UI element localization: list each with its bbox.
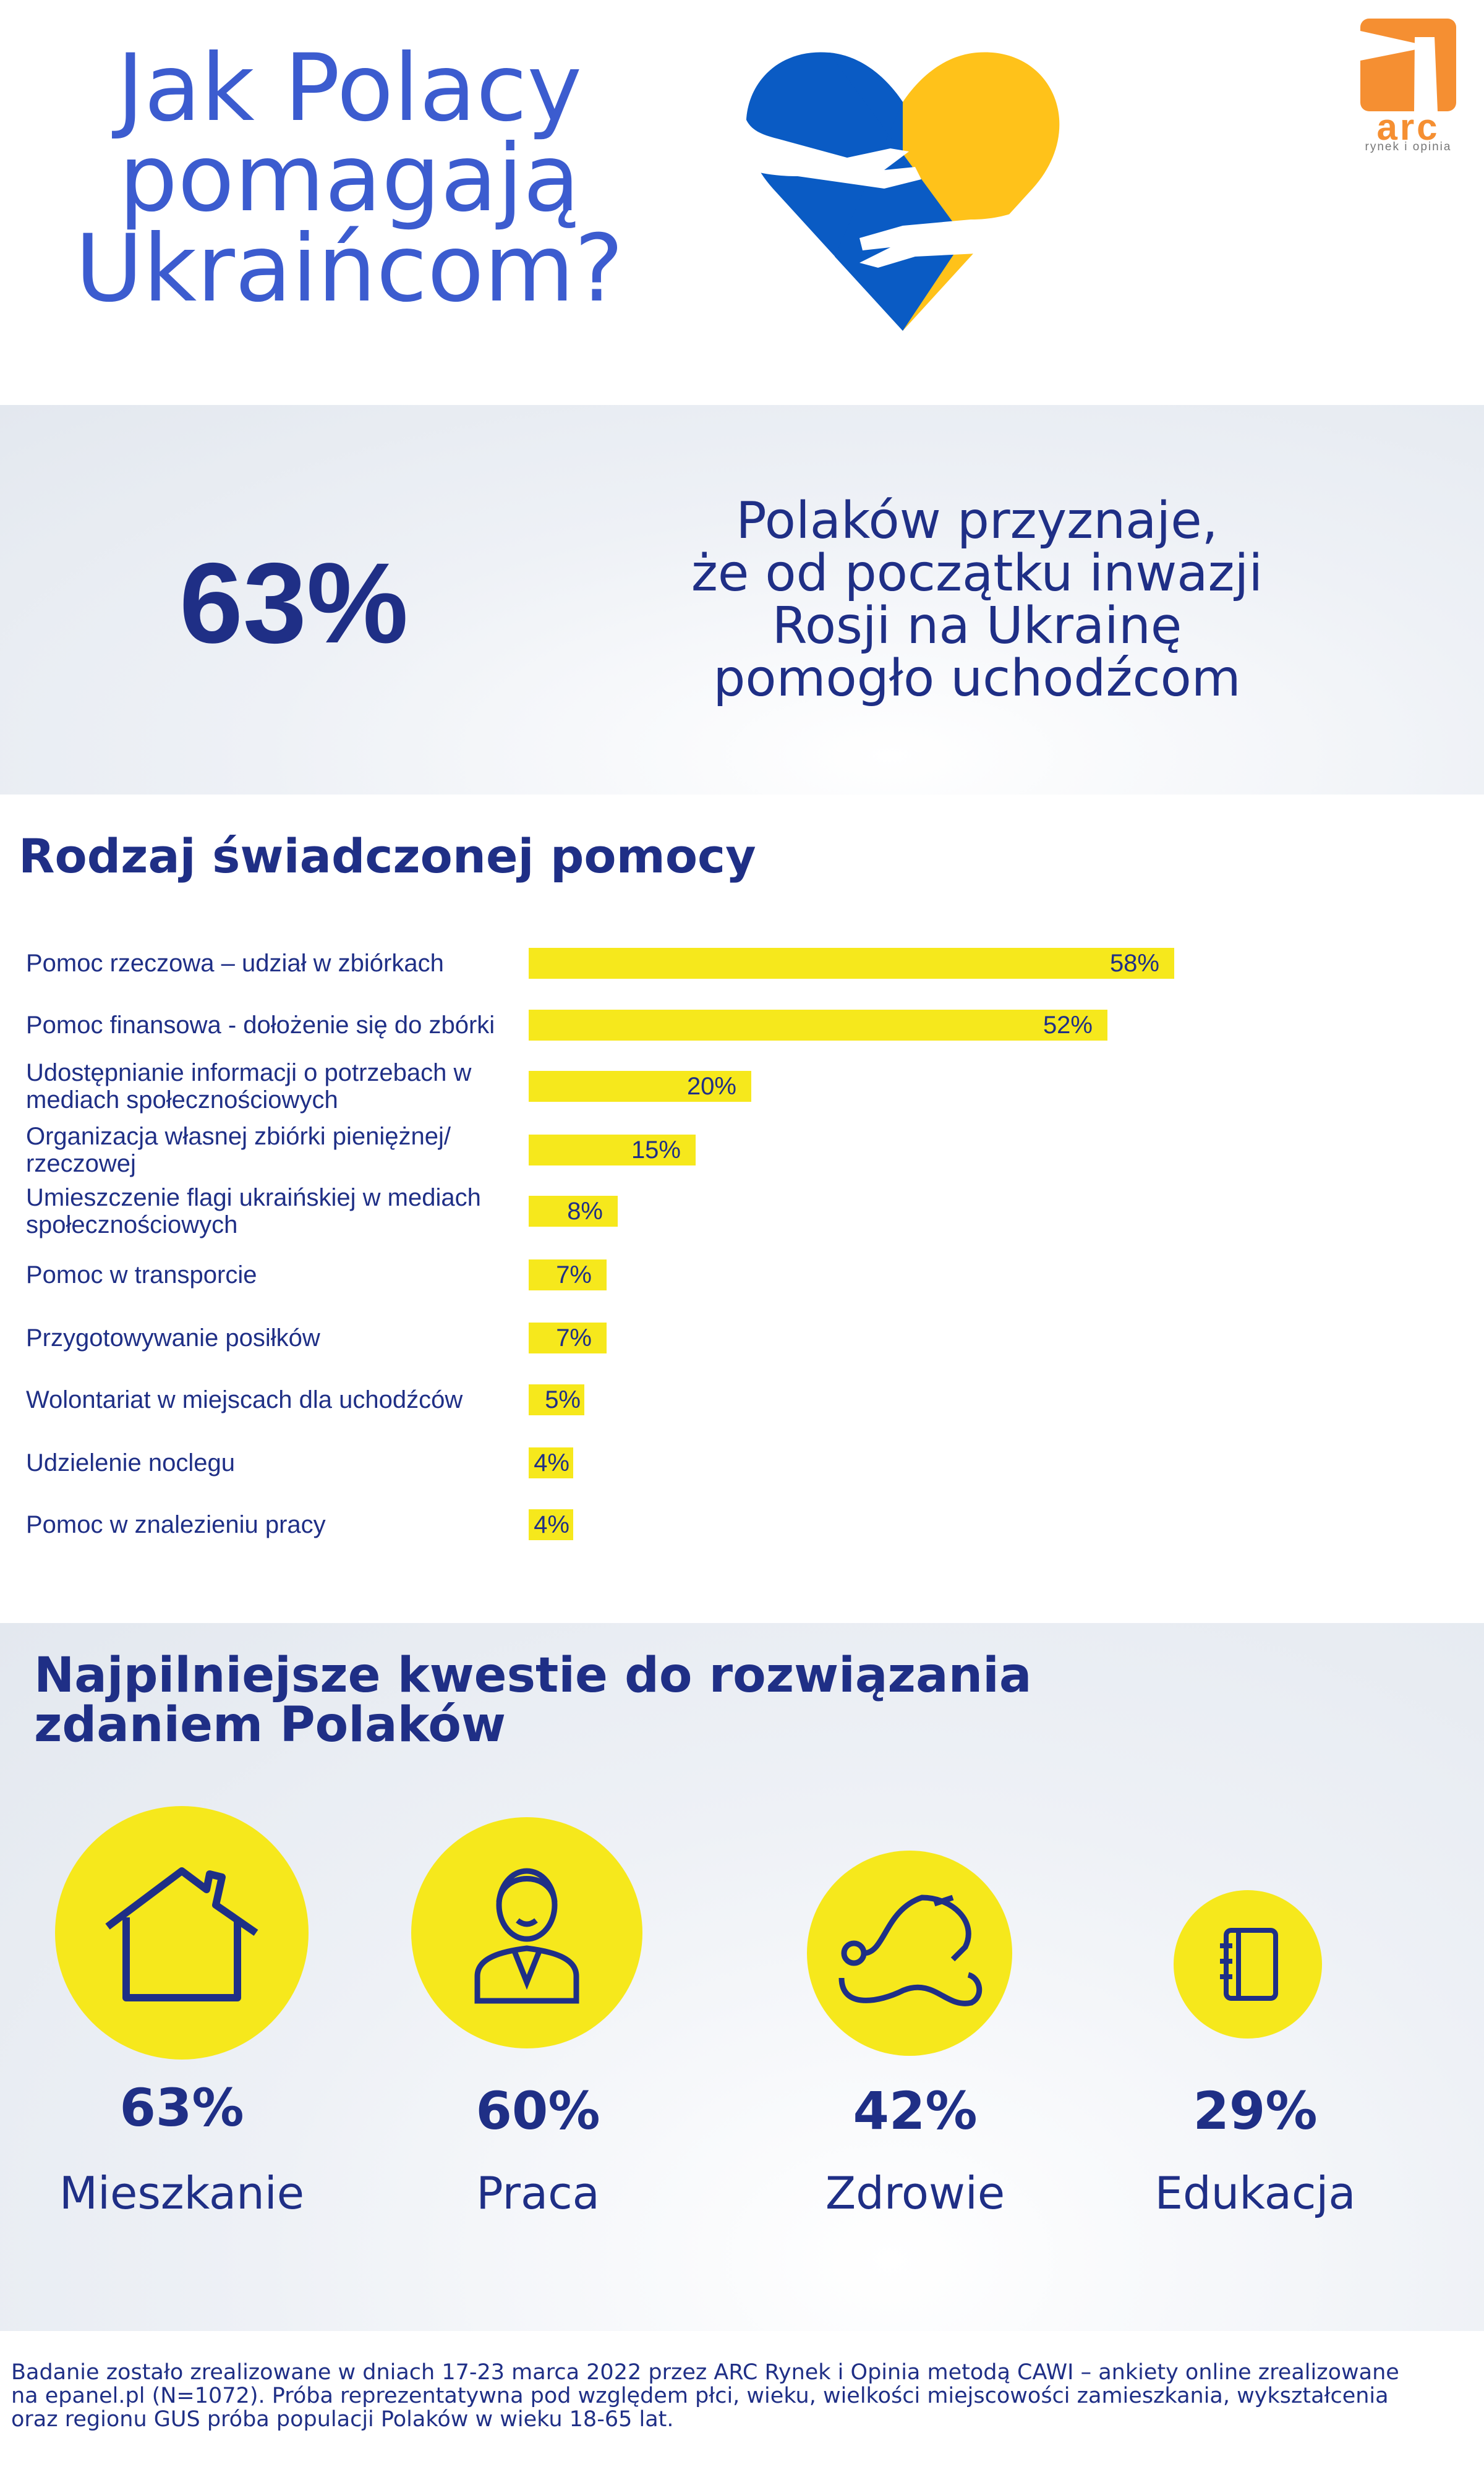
- chart-row: Organizacja własnej zbiórki pieniężnej/ …: [0, 1119, 1484, 1181]
- statement-line: pomogło uchodźcom: [713, 649, 1241, 708]
- bar-label: Udostępnianie informacji o potrzebach w …: [26, 1059, 472, 1114]
- logo-tagline: rynek i opinia: [1365, 140, 1452, 153]
- issue-label: Zdrowie: [825, 2167, 1005, 2219]
- issues-title-line: zdaniem Polaków: [34, 1697, 506, 1753]
- bar-label: Pomoc rzeczowa – udział w zbiórkach: [26, 950, 444, 977]
- footnote-line: oraz regionu GUS próba populacji Polaków…: [11, 2407, 674, 2432]
- issue-label: Edukacja: [1154, 2167, 1356, 2219]
- arc-logo: arc rynek i opinia: [1357, 19, 1459, 153]
- highlight-statement: Polaków przyznaje, że od początku inwazj…: [655, 495, 1298, 705]
- issue-label: Praca: [476, 2167, 600, 2219]
- issues-title: Najpilniejsze kwestie do rozwiązania zda…: [34, 1651, 1031, 1750]
- title-line: pomagają: [119, 125, 580, 232]
- issue-percent: 29%: [1193, 2081, 1318, 2141]
- bar-label: Przygotowywanie posiłków: [26, 1324, 320, 1352]
- footnote-line: na epanel.pl (N=1072). Próba reprezentat…: [11, 2384, 1389, 2408]
- bar: 8%: [529, 1196, 618, 1227]
- issue-percent: 60%: [475, 2081, 600, 2141]
- methodology-footnote: Badanie zostało zrealizowane w dniach 17…: [11, 2361, 1470, 2431]
- chart-row: Pomoc w transporcie 7%: [0, 1244, 1484, 1306]
- bar: 4%: [529, 1509, 573, 1540]
- highlight-band: [0, 405, 1484, 795]
- bar: 20%: [529, 1071, 751, 1102]
- heart-hug-icon: [716, 52, 1078, 331]
- chart-row: Przygotowywanie posiłków 7%: [0, 1307, 1484, 1369]
- highlight-percent: 63%: [179, 540, 409, 667]
- logo-brand: arc: [1376, 106, 1440, 148]
- issue-percent: 42%: [853, 2081, 978, 2141]
- chart-row: Pomoc w znalezieniu pracy 4%: [0, 1494, 1484, 1556]
- bar-label: Pomoc finansowa - dołożenie się do zbórk…: [26, 1012, 495, 1039]
- statement-line: że od początku inwazji: [691, 544, 1263, 603]
- house-icon: [55, 1806, 309, 2060]
- statement-line: Rosji na Ukrainę: [772, 597, 1182, 655]
- lighthouse-icon: [1360, 19, 1456, 111]
- chart-row: Pomoc finansowa - dołożenie się do zbórk…: [0, 994, 1484, 1056]
- bar-label: Umieszczenie flagi ukraińskiej w mediach…: [26, 1184, 481, 1238]
- bar-label: Wolontariat w miejscach dla uchodźców: [26, 1386, 463, 1413]
- chart-row: Umieszczenie flagi ukraińskiej w mediach…: [0, 1180, 1484, 1242]
- bar: 7%: [529, 1323, 607, 1353]
- bar: 52%: [529, 1010, 1107, 1041]
- bar: 4%: [529, 1447, 573, 1478]
- statement-line: Polaków przyznaje,: [736, 492, 1218, 550]
- chart-title: Rodzaj świadczonej pomocy: [19, 829, 756, 884]
- chart-row: Udzielenie noclegu 4%: [0, 1432, 1484, 1494]
- chart-row: Udostępnianie informacji o potrzebach w …: [0, 1055, 1484, 1117]
- worker-icon: [411, 1817, 642, 2048]
- page-title: Jak Polacy pomagają Ukraińcom?: [56, 35, 643, 323]
- issue-label: Mieszkanie: [59, 2167, 305, 2219]
- bar-label: Organizacja własnej zbiórki pieniężnej/ …: [26, 1123, 451, 1177]
- issues-title-line: Najpilniejsze kwestie do rozwiązania: [34, 1648, 1032, 1703]
- chart-row: Pomoc rzeczowa – udział w zbiórkach 58%: [0, 932, 1484, 994]
- stethoscope-icon: [807, 1851, 1012, 2056]
- notebook-icon: [1174, 1890, 1322, 2039]
- chart-row: Wolontariat w miejscach dla uchodźców 5%: [0, 1369, 1484, 1431]
- bar: 5%: [529, 1384, 584, 1415]
- bar-label: Pomoc w znalezieniu pracy: [26, 1511, 326, 1538]
- bar: 7%: [529, 1259, 607, 1290]
- bar: 58%: [529, 948, 1174, 979]
- bar-label: Pomoc w transporcie: [26, 1261, 257, 1289]
- bar-label: Udzielenie noclegu: [26, 1449, 236, 1476]
- title-line: Ukraińcom?: [75, 215, 624, 323]
- issue-percent: 63%: [119, 2077, 244, 2138]
- footnote-line: Badanie zostało zrealizowane w dniach 17…: [11, 2360, 1399, 2385]
- bar: 15%: [529, 1135, 696, 1165]
- title-line: Jak Polacy: [116, 35, 582, 142]
